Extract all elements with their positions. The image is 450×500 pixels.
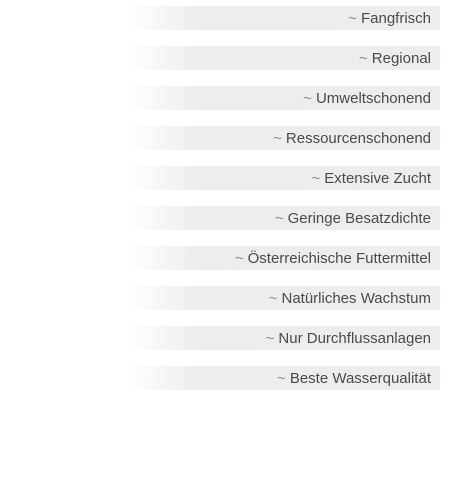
feature-item-natuerliches-wachstum: ~ Natürliches Wachstum [128,286,440,310]
feature-list: ~ Fangfrisch ~ Regional ~ Umweltschonend… [128,6,440,406]
tilde-marker: ~ [277,369,286,387]
tilde-marker: ~ [348,9,357,27]
feature-item-beste-wasserqualitaet: ~ Beste Wasserqualität [128,366,440,390]
feature-item-oesterreichische-futtermittel: ~ Österreichische Futtermittel [128,246,440,270]
tilde-marker: ~ [274,209,284,227]
feature-item-extensive-zucht: ~ Extensive Zucht [128,166,440,190]
tilde-marker: ~ [265,329,275,347]
tilde-marker: ~ [311,169,321,187]
feature-label: Extensive Zucht [324,169,431,187]
feature-label: Natürliches Wachstum [281,289,432,307]
feature-item-nur-durchflussanlagen: ~ Nur Durchflussanlagen [128,326,440,350]
feature-label: Österreichische Futtermittel [247,249,431,267]
feature-label: Regional [371,49,431,67]
feature-label: Ressourcenschonend [285,129,431,147]
feature-item-geringe-besatzdichte: ~ Geringe Besatzdichte [128,206,440,230]
feature-label: Beste Wasserqualität [289,369,431,387]
tilde-marker: ~ [359,49,368,67]
feature-item-regional: ~ Regional [128,46,440,70]
feature-item-ressourcenschonend: ~ Ressourcenschonend [128,126,440,150]
feature-item-umweltschonend: ~ Umweltschonend [128,86,440,110]
feature-item-fangfrisch: ~ Fangfrisch [128,6,440,30]
feature-label: Fangfrisch [360,9,431,27]
tilde-marker: ~ [303,89,312,107]
tilde-marker: ~ [234,249,244,267]
feature-label: Nur Durchflussanlagen [278,329,431,347]
feature-label: Geringe Besatzdichte [287,209,431,227]
tilde-marker: ~ [273,129,282,147]
tilde-marker: ~ [268,289,278,307]
feature-label: Umweltschonend [315,89,431,107]
